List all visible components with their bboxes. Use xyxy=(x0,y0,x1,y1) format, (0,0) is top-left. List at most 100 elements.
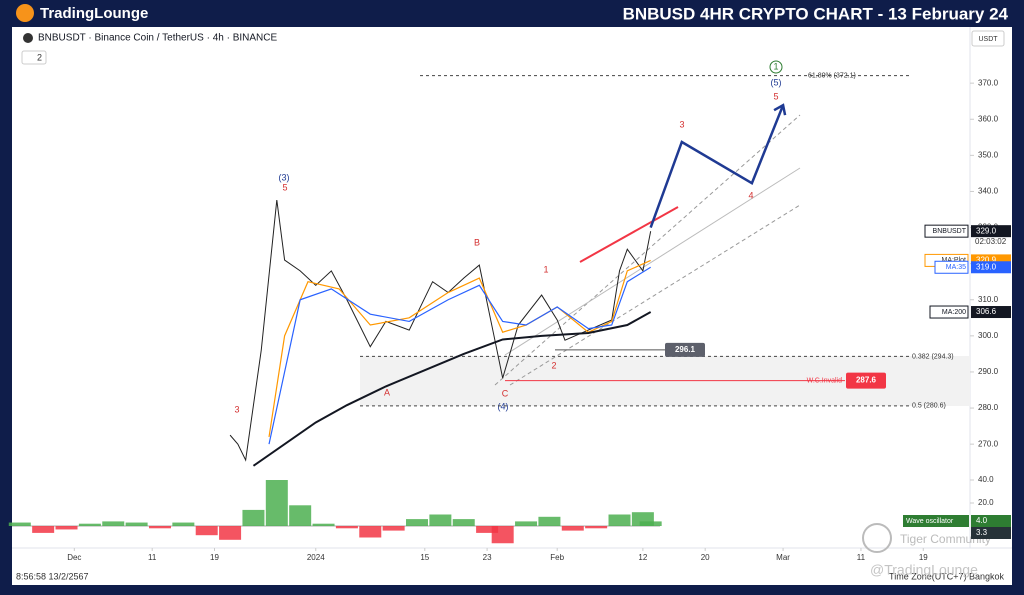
wave-label: 3 xyxy=(234,404,239,414)
x-tick-label: 19 xyxy=(210,553,219,562)
osc-bar xyxy=(515,521,538,526)
timestamp: 8:56:58 13/2/2567 xyxy=(16,571,89,581)
osc-bar xyxy=(289,505,312,526)
invalidation-tag-label: 287.6 xyxy=(856,376,877,385)
y-tick-label: 300.0 xyxy=(978,331,999,340)
currency-button[interactable] xyxy=(971,30,1005,47)
wave-label: 5 xyxy=(773,91,778,101)
tag-box xyxy=(971,261,1011,274)
x-tick-label: 11 xyxy=(148,553,157,562)
support-tag-label: 296.1 xyxy=(675,345,696,354)
tag-name-box xyxy=(924,224,969,238)
countdown: 02:03:02 xyxy=(975,237,1007,246)
wave-labels: (3) 5 3 B A C (4) 1 2 3 4 5 (5) 1 xyxy=(234,60,783,414)
osc-bar xyxy=(491,526,514,544)
osc-bar xyxy=(219,526,242,540)
fib-label: 0.5 (280.6) xyxy=(912,403,946,410)
tag-label: 329.0 xyxy=(976,226,997,235)
channel-mid xyxy=(504,167,801,356)
wave-label: A xyxy=(384,387,390,397)
timezone: Time Zone(UTC+7) Bangkok xyxy=(889,571,1004,581)
osc-bar xyxy=(312,523,335,526)
currency-label: USDT xyxy=(978,36,998,43)
osc-bar xyxy=(265,480,288,526)
osc-name: Wave oscillator xyxy=(906,518,954,525)
wave-label: 4 xyxy=(748,190,753,200)
invalidation-name: W.C.Invalid xyxy=(807,377,843,384)
x-tick-label: 15 xyxy=(420,553,429,562)
osc-bar xyxy=(242,509,265,526)
y-tick-label: 20.0 xyxy=(978,498,994,507)
osc-bar xyxy=(32,526,55,533)
channel-upper xyxy=(494,114,801,386)
series-line xyxy=(268,259,651,438)
watermark: @TradingLounge xyxy=(870,562,978,578)
osc-bar xyxy=(429,514,452,526)
invalidation-tag xyxy=(846,372,886,389)
support-tag xyxy=(665,342,705,357)
tag-name: BNBUSDT xyxy=(933,228,967,235)
y-tick-label: 270.0 xyxy=(978,439,999,448)
logo: TradingLounge xyxy=(40,5,148,22)
osc-bar xyxy=(125,522,148,526)
osc-tag-box xyxy=(971,515,1011,527)
wave-label: B xyxy=(474,237,480,247)
tag-box xyxy=(971,225,1011,238)
y-tick-label: 350.0 xyxy=(978,150,999,159)
osc-bar xyxy=(406,519,429,526)
y-tick-label: 370.0 xyxy=(978,78,999,87)
tag-box xyxy=(971,306,1011,319)
osc-bar xyxy=(561,526,584,531)
osc-bar xyxy=(78,523,101,526)
x-tick-label: Mar xyxy=(776,553,790,562)
osc-bar xyxy=(639,521,662,526)
wave-label: 5 xyxy=(282,182,287,192)
wave-label: 1 xyxy=(543,264,548,274)
wave-label: 1 xyxy=(773,61,778,71)
chart-area xyxy=(12,27,1012,585)
tag-name-box xyxy=(934,260,969,274)
tag-name-box xyxy=(929,305,969,319)
osc-bar xyxy=(382,526,405,531)
y-tick-label: 280.0 xyxy=(978,403,999,412)
trend-line xyxy=(579,206,679,263)
osc-bar xyxy=(476,526,499,533)
x-tick-label: Feb xyxy=(550,553,564,562)
x-tick-label: 2024 xyxy=(307,553,325,562)
y-tick-label: 290.0 xyxy=(978,367,999,376)
watermark-icon xyxy=(862,523,892,553)
osc-bar xyxy=(102,521,125,526)
wave-label: (3) xyxy=(279,172,290,182)
x-tick-label: 11 xyxy=(857,553,866,562)
osc-bar xyxy=(195,526,218,536)
x-tick-label: 23 xyxy=(483,553,492,562)
wave-circle xyxy=(769,60,783,74)
tag-label: 306.6 xyxy=(976,307,997,316)
x-tick-label: 19 xyxy=(919,553,928,562)
osc-bar xyxy=(148,526,171,529)
series-line xyxy=(268,266,651,445)
osc-name-box xyxy=(903,515,969,527)
osc-tag: 4.0 xyxy=(976,516,988,525)
projection-arrow xyxy=(773,103,787,116)
projection xyxy=(649,104,785,228)
osc-bar xyxy=(608,514,631,526)
series-line xyxy=(252,311,652,467)
symbol-info: BNBUSDT · Binance Coin / TetherUS · 4h ·… xyxy=(38,33,277,44)
osc-bar xyxy=(359,526,382,538)
indicator-count: 2 xyxy=(37,52,42,62)
y-tick-label: 310.0 xyxy=(978,295,999,304)
osc-bar xyxy=(585,526,608,529)
y-tick-label: 340.0 xyxy=(978,187,999,196)
tag-name: MA:Plot xyxy=(941,257,966,264)
indicator-toggle[interactable] xyxy=(21,50,47,65)
osc-bar xyxy=(452,519,475,526)
watermark: Tiger Community xyxy=(900,532,991,546)
osc-bar xyxy=(538,516,561,526)
wave-label: 3 xyxy=(679,119,684,129)
wave-label: (5) xyxy=(771,77,782,87)
osc-bar xyxy=(55,526,78,530)
x-tick-label: 20 xyxy=(701,553,710,562)
fib-label: 0.382 (294.3) xyxy=(912,353,954,360)
